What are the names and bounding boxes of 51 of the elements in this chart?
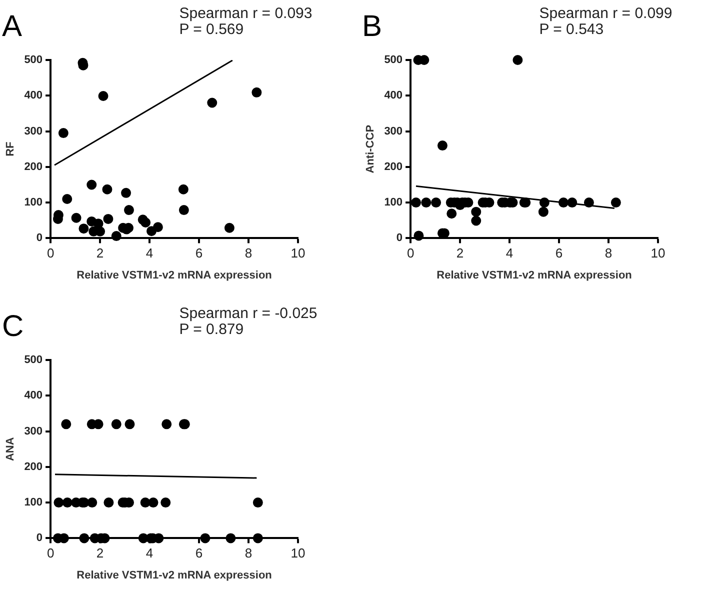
x-tick-label: 8 [244, 546, 252, 561]
y-tick-label: 100 [384, 196, 403, 209]
y-tick-label: 500 [24, 54, 43, 66]
x-axis-title: Relative VSTM1-v2 mRNA expression [76, 569, 272, 582]
x-tick-label: 2 [96, 546, 104, 561]
x-tick-label: 10 [290, 246, 306, 261]
y-axis-title: RF [4, 141, 17, 156]
y-tick-label: 100 [24, 496, 43, 509]
x-axis-title: Relative VSTM1-v2 mRNA expression [76, 269, 272, 282]
y-tick-label: 400 [24, 390, 43, 402]
y-tick-label: 200 [384, 160, 403, 173]
x-tick-label: 8 [244, 246, 252, 261]
y-tick-label: 400 [384, 90, 403, 102]
y-tick-label: 0 [36, 232, 43, 244]
y-tick-label: 0 [396, 232, 403, 244]
x-tick-label: 4 [506, 246, 514, 261]
y-tick-label: 500 [384, 54, 403, 66]
y-tick-label: 200 [24, 460, 43, 473]
text: Spearman r = 0.099 [539, 5, 672, 22]
x-tick-label: 6 [195, 246, 203, 261]
y-axis-title: ANA [4, 437, 17, 462]
text: P = 0.569 [179, 21, 244, 38]
y-tick-label: 300 [24, 425, 43, 438]
x-tick-label: 0 [46, 246, 54, 261]
y-tick-label: 500 [24, 354, 43, 366]
chart-title: A [2, 10, 22, 43]
x-axis-title: Relative VSTM1-v2 mRNA expression [436, 269, 632, 282]
y-tick-label: 0 [36, 532, 43, 544]
y-axis-title: Anti-CCP [364, 124, 377, 174]
x-tick-label: 4 [146, 546, 154, 561]
y-tick-label: 200 [24, 160, 43, 173]
y-tick-label: 100 [24, 196, 43, 209]
y-tick-label: 300 [384, 125, 403, 138]
text: Spearman r = -0.025 [179, 305, 318, 322]
x-tick-label: 6 [555, 246, 563, 261]
x-tick-label: 2 [456, 246, 464, 261]
y-tick-label: 300 [24, 125, 43, 138]
x-tick-label: 6 [195, 546, 203, 561]
x-tick-label: 10 [290, 546, 306, 561]
x-tick-label: 10 [650, 246, 666, 261]
x-tick-label: 0 [46, 546, 54, 561]
x-tick-label: 2 [96, 246, 104, 261]
x-tick-label: 0 [406, 246, 414, 261]
x-tick-label: 4 [146, 246, 154, 261]
x-tick-label: 8 [604, 246, 612, 261]
chart-title: B [362, 10, 382, 43]
chart-title: C [2, 310, 24, 343]
y-tick-label: 400 [24, 90, 43, 102]
text: Spearman r = 0.093 [179, 5, 312, 22]
text: P = 0.543 [539, 21, 604, 38]
text: P = 0.879 [179, 321, 244, 338]
